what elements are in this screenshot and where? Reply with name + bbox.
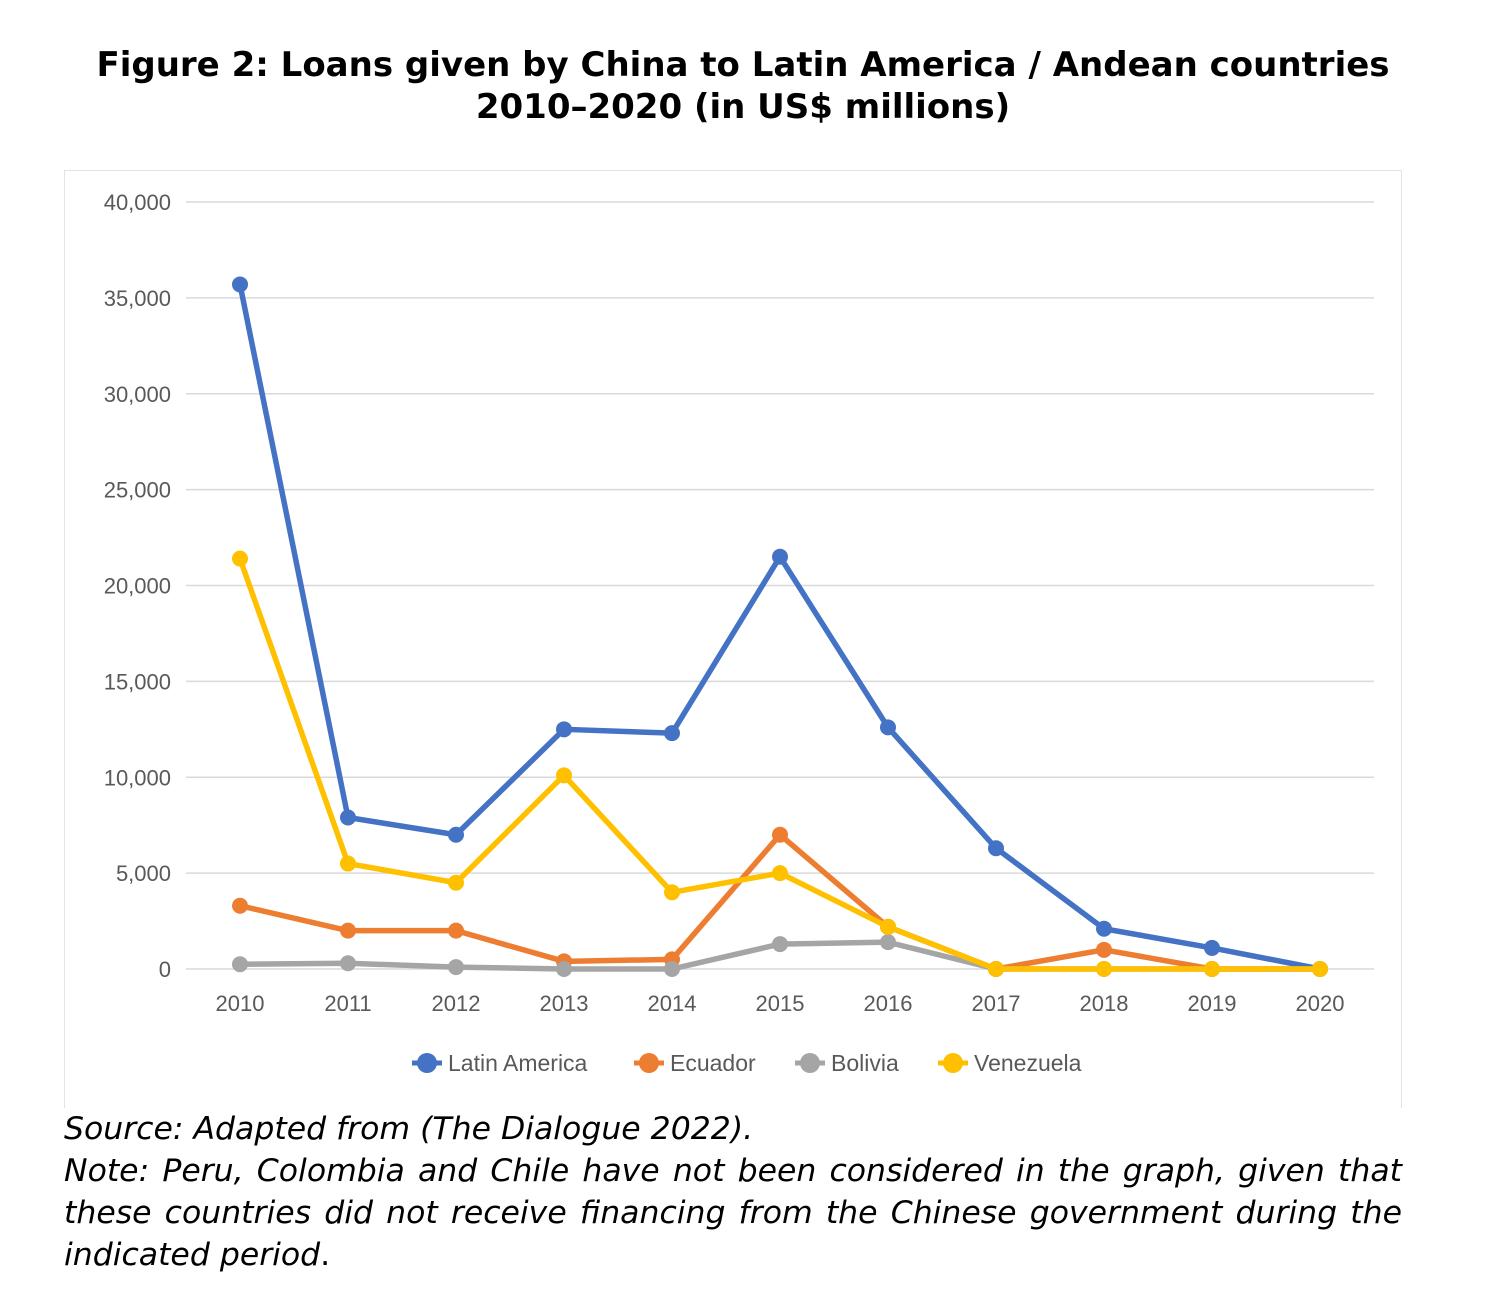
data-point-latin-america: [1096, 920, 1112, 937]
legend-item-venezuela: Venezuela: [938, 1050, 1082, 1076]
data-point-venezuela: [1096, 961, 1112, 977]
series-latin-america: [232, 276, 1328, 977]
chart-frame: 0 5,000 10,000 15,000 20,000 25,000 30,000 35,0…: [64, 170, 1402, 1108]
data-point-latin-america: [988, 840, 1004, 857]
data-point-ecuador: [448, 922, 464, 939]
data-point-latin-america: [1204, 939, 1220, 956]
data-point-bolivia: [556, 961, 572, 977]
data-point-venezuela: [1312, 961, 1328, 977]
legend-swatch-marker: [943, 1053, 963, 1073]
y-tick-label: 25,000: [104, 478, 171, 503]
y-tick-label: 5,000: [116, 861, 171, 886]
x-tick-label: 2014: [648, 991, 697, 1016]
figure-title-line-2: 2010–2020 (in US$ millions): [475, 87, 1011, 127]
figure-notes: Source: Adapted from (The Dialogue 2022)…: [64, 1108, 1402, 1276]
x-axis-tick-labels: 2010 2011 2012 2013 2014 2015 2016 2017 2018 2019…: [216, 991, 1345, 1016]
legend-item-bolivia: Bolivia: [795, 1050, 899, 1076]
data-point-ecuador: [1096, 941, 1112, 958]
data-point-venezuela: [556, 767, 572, 784]
data-point-venezuela: [448, 874, 464, 891]
data-point-ecuador: [232, 897, 248, 914]
data-point-venezuela: [664, 884, 680, 901]
legend-item-ecuador: Ecuador: [634, 1050, 756, 1076]
legend-item-latin-america: Latin America: [412, 1050, 588, 1076]
note-paragraph: Note: Peru, Colombia and Chile have not …: [64, 1150, 1402, 1276]
data-point-bolivia: [880, 934, 896, 951]
data-point-venezuela: [232, 550, 248, 567]
y-tick-label: 15,000: [104, 669, 171, 694]
series-line-venezuela: [237, 555, 1323, 972]
data-point-latin-america: [340, 809, 356, 826]
x-tick-label: 2010: [216, 991, 265, 1016]
figure-title: Figure 2: Loans given by China to Latin …: [0, 44, 1486, 128]
data-point-latin-america: [772, 548, 788, 565]
data-point-latin-america: [880, 719, 896, 736]
x-tick-label: 2015: [756, 991, 805, 1016]
y-tick-label: 35,000: [104, 286, 171, 311]
data-point-bolivia: [448, 959, 464, 976]
x-tick-label: 2020: [1296, 991, 1345, 1016]
y-tick-label: 20,000: [104, 574, 171, 599]
line-chart: 0 5,000 10,000 15,000 20,000 25,000 30,000 35,0…: [104, 190, 1374, 1076]
data-point-bolivia: [772, 936, 788, 953]
y-tick-label: 40,000: [104, 190, 171, 215]
y-tick-label: 10,000: [104, 765, 171, 790]
data-point-latin-america: [448, 826, 464, 843]
legend: Latin America Ecuador Bolivia Venezuela: [412, 1050, 1082, 1076]
legend-label: Latin America: [448, 1050, 588, 1076]
data-point-venezuela: [340, 855, 356, 872]
series-ecuador: [232, 826, 1328, 977]
data-point-venezuela: [1204, 961, 1220, 977]
note-period: .: [320, 1237, 331, 1273]
data-point-latin-america: [664, 725, 680, 742]
y-axis-tick-labels: 0 5,000 10,000 15,000 20,000 25,000 30,000 35,0…: [104, 190, 171, 982]
data-point-ecuador: [340, 922, 356, 939]
x-tick-label: 2018: [1080, 991, 1129, 1016]
series-venezuela: [232, 550, 1328, 977]
x-tick-label: 2019: [1188, 991, 1237, 1016]
data-point-bolivia: [340, 955, 356, 972]
x-tick-label: 2016: [864, 991, 913, 1016]
x-tick-label: 2013: [540, 991, 589, 1016]
x-tick-label: 2012: [432, 991, 481, 1016]
series-lines: [232, 276, 1328, 977]
legend-label: Ecuador: [670, 1050, 756, 1076]
data-point-latin-america: [556, 721, 572, 738]
data-point-venezuela: [772, 865, 788, 882]
y-tick-label: 0: [159, 957, 171, 982]
source-text: Source: Adapted from (The Dialogue 2022)…: [64, 1111, 754, 1147]
data-point-bolivia: [232, 956, 248, 973]
data-point-latin-america: [232, 276, 248, 293]
gridlines: [186, 201, 1374, 970]
legend-swatch-marker: [417, 1053, 437, 1073]
data-point-venezuela: [988, 961, 1004, 977]
legend-label: Bolivia: [831, 1050, 899, 1076]
legend-label: Venezuela: [974, 1050, 1082, 1076]
note-text: Note: Peru, Colombia and Chile have not …: [64, 1153, 1402, 1273]
data-point-venezuela: [880, 918, 896, 935]
data-point-ecuador: [772, 826, 788, 843]
x-tick-label: 2011: [324, 991, 371, 1016]
legend-swatch-marker: [800, 1053, 820, 1073]
x-tick-label: 2017: [972, 991, 1021, 1016]
figure-title-line-1: Figure 2: Loans given by China to Latin …: [96, 45, 1390, 85]
legend-swatch-marker: [639, 1053, 659, 1073]
data-point-bolivia: [664, 961, 680, 977]
y-tick-label: 30,000: [104, 382, 171, 407]
